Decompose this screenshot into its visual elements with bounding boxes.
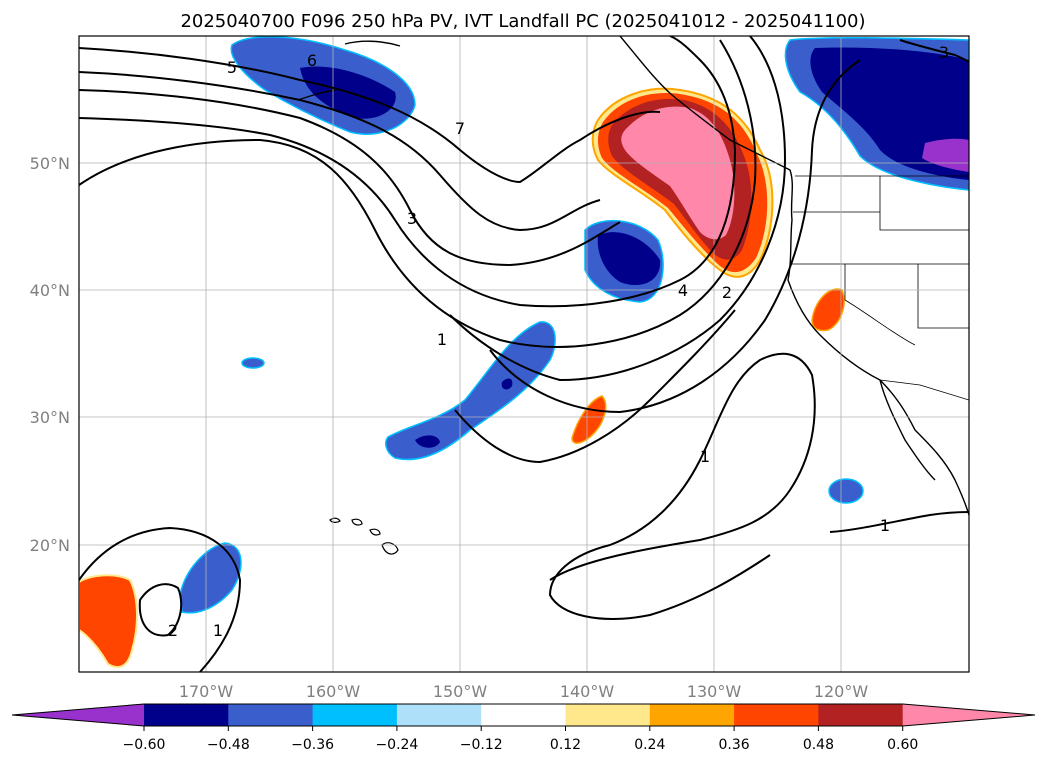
positive-region-sw — [79, 574, 138, 668]
colorbar-segment — [481, 704, 566, 726]
contour-line-11 — [79, 526, 242, 672]
colorbar-segments — [11, 703, 1036, 727]
colorbar-tick-label: −0.24 — [375, 737, 418, 753]
state-borders — [790, 175, 969, 401]
colorbar-arrow-left — [12, 704, 144, 726]
lon-label: 170°W — [179, 682, 234, 701]
contour-label: 7 — [455, 119, 465, 138]
contour-line-9 — [548, 352, 816, 620]
pv-contours — [79, 36, 969, 672]
lat-label: 30°N — [30, 408, 70, 427]
figure-title: 2025040700 F096 250 hPa PV, IVT Landfall… — [180, 11, 865, 32]
contour-line-8 — [454, 309, 736, 464]
negative-small-1 — [241, 357, 265, 369]
positive-core-main — [621, 106, 735, 240]
negative-spot-1 — [415, 435, 440, 448]
lon-label: 130°W — [687, 682, 742, 701]
contour-label: 5 — [227, 58, 237, 77]
negative-core-central — [597, 232, 661, 286]
contour-label: 1 — [213, 621, 223, 640]
colorbar-tick-label: 0.60 — [887, 737, 918, 753]
colorbar-arrow-right — [902, 704, 1035, 726]
lat-label: 50°N — [30, 154, 70, 173]
contour-line-6 — [449, 36, 787, 382]
island-big — [381, 542, 399, 555]
colorbar-segment — [144, 704, 229, 726]
colorbar-tick-label: 0.48 — [803, 737, 834, 753]
lat-label: 20°N — [30, 536, 70, 555]
negative-region-sw — [179, 542, 242, 614]
colorbar-segment — [649, 704, 735, 726]
contour-line-1 — [79, 47, 661, 184]
border-nv-ca — [844, 264, 916, 346]
colorbar-tick-label: 0.24 — [634, 737, 665, 753]
negative-spot-2 — [501, 378, 513, 390]
contour-label: 3 — [407, 209, 417, 228]
negative-small-2 — [828, 478, 864, 504]
contour-label: 1 — [880, 516, 890, 535]
colorbar-tick-label: −0.12 — [460, 737, 503, 753]
border-wa-or — [793, 211, 969, 231]
border-mexico — [879, 379, 969, 401]
hawaii-islands — [329, 517, 399, 555]
lon-label: 140°W — [560, 682, 615, 701]
positive-small-california — [811, 288, 845, 332]
lat-label: 40°N — [30, 281, 70, 300]
contour-label: 3 — [939, 43, 949, 62]
contour-line-13 — [899, 39, 969, 63]
colorbar-segment — [818, 704, 904, 726]
island-maui — [369, 528, 381, 536]
coastline-north-america — [619, 36, 969, 516]
gridlines — [79, 36, 969, 672]
contour-line-3 — [79, 89, 621, 267]
colorbar-segment — [228, 704, 314, 726]
longitude-labels: 170°W 160°W 150°W 140°W 130°W 120°W — [179, 682, 869, 701]
lon-label: 120°W — [814, 682, 869, 701]
colorbar-segment — [312, 704, 398, 726]
map-panel: 5 6 7 3 1 4 2 1 1 2 1 3 — [78, 35, 970, 673]
lon-label: 160°W — [306, 682, 361, 701]
island-kauai — [329, 517, 341, 523]
shading-layer — [79, 36, 969, 668]
contour-line-10 — [829, 511, 969, 533]
contour-line-2 — [79, 71, 601, 232]
contour-line-4 — [79, 36, 737, 308]
contour-label: 1 — [700, 447, 710, 466]
coastlines — [297, 36, 969, 516]
colorbar-tick-label: 0.36 — [719, 737, 750, 753]
colorbar-segment — [396, 704, 482, 726]
colorbar: −0.60 −0.48 −0.36 −0.24 −0.12 0.12 0.24 0.36 0.4… — [11, 703, 1036, 753]
colorbar-segment — [734, 704, 819, 726]
colorbar-tick-label: −0.36 — [291, 737, 334, 753]
contour-label: 4 — [678, 281, 688, 300]
contour-line-7 — [489, 59, 861, 414]
negative-peak-canada — [922, 138, 969, 172]
island-oahu — [351, 518, 363, 526]
coastline-baja — [879, 379, 936, 481]
border-az — [917, 264, 969, 329]
map-frame — [78, 35, 970, 673]
contour-label: 2 — [168, 621, 178, 640]
colorbar-tick-label: −0.60 — [123, 737, 166, 753]
colorbar-tick-label: 0.12 — [550, 737, 581, 753]
contour-line-5 — [79, 39, 757, 348]
contour-label: 6 — [307, 51, 317, 70]
negative-band — [385, 321, 556, 461]
latitude-labels: 50°N 40°N 30°N 20°N — [30, 154, 70, 555]
colorbar-segment — [565, 704, 651, 726]
colorbar-tick-label: −0.48 — [207, 737, 250, 753]
contour-label: 2 — [722, 283, 732, 302]
lon-label: 150°W — [433, 682, 488, 701]
contour-line-12 — [138, 583, 183, 637]
contour-labels: 5 6 7 3 1 4 2 1 1 2 1 3 — [168, 43, 949, 640]
contour-label: 1 — [437, 330, 447, 349]
positive-small-central — [571, 395, 607, 444]
coastline-alaska-islands — [297, 40, 401, 101]
colorbar-ticks: −0.60 −0.48 −0.36 −0.24 −0.12 0.12 0.24 0.36 0.4… — [123, 726, 918, 753]
